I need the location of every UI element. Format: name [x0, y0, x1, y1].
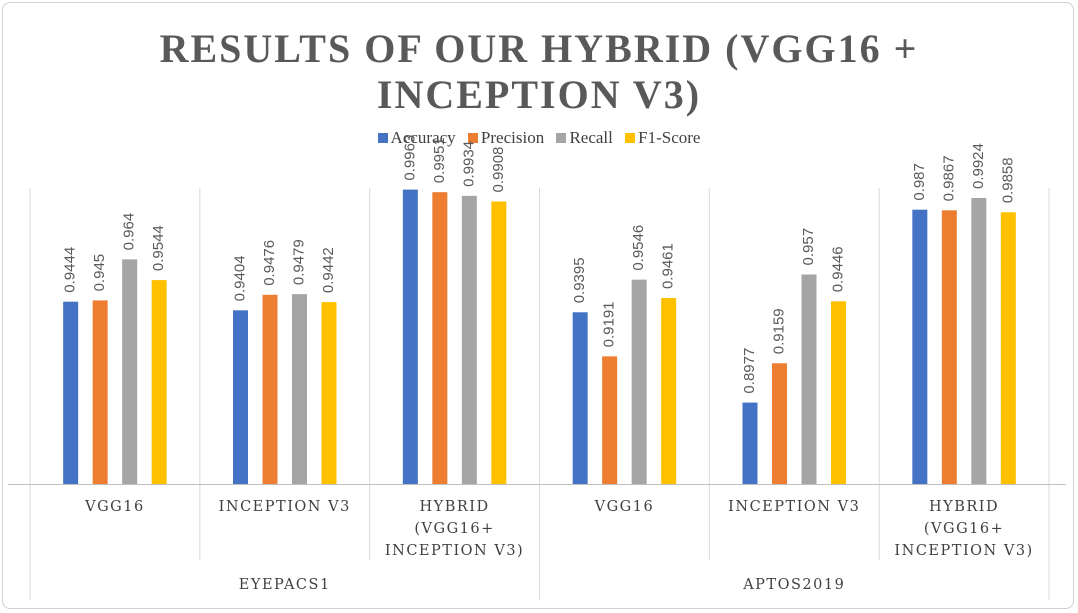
data-label: 0.9924 [970, 143, 987, 189]
data-label: 0.9544 [150, 225, 167, 271]
x-tick-label: VGG16 [594, 499, 655, 515]
legend-label-f1-score: F1-Score [638, 128, 701, 147]
data-label: 0.9479 [291, 239, 308, 285]
x-tick-label: HYBRID [420, 499, 490, 515]
bar-recall [971, 198, 987, 485]
data-label: 0.9908 [490, 147, 507, 193]
data-label: 0.9858 [999, 157, 1016, 203]
x-tick-label: INCEPTION V3 [728, 499, 860, 515]
data-label: 0.957 [800, 228, 817, 266]
legend-label-precision: Precision [480, 128, 545, 147]
data-label: 0.9476 [261, 240, 278, 286]
x-tick-label: INCEPTION V3 [219, 499, 351, 515]
data-label: 0.9404 [232, 255, 249, 301]
data-label: 0.9191 [601, 301, 618, 347]
data-label: 0.9159 [771, 308, 788, 354]
bar-accuracy [742, 402, 758, 484]
bar-recall [631, 279, 647, 484]
x-tick-label: (VGG16+ [414, 521, 494, 537]
data-label: 0.9442 [320, 247, 337, 293]
legend-swatch-f1-score [625, 133, 636, 143]
bar-precision [602, 356, 618, 484]
chart-title-line-2: INCEPTION V3) [376, 72, 702, 117]
x-tick-label: INCEPTION V3) [385, 543, 524, 559]
legend-label-accuracy: Accuracy [390, 128, 456, 147]
bar-recall [292, 294, 307, 484]
bar-precision [432, 192, 448, 484]
group-label: EYEPACS1 [239, 577, 331, 593]
data-label: 0.9963 [401, 135, 418, 181]
data-label: 0.9546 [630, 225, 647, 271]
bar-accuracy [912, 209, 928, 484]
data-label: 0.9444 [62, 247, 79, 293]
data-label: 0.9867 [940, 155, 957, 201]
legend-swatch-recall [556, 133, 567, 143]
legend-item-accuracy: Accuracy [377, 128, 456, 148]
group-label: APTOS2019 [742, 577, 845, 593]
bar-accuracy [402, 189, 418, 485]
bar-accuracy [572, 312, 588, 484]
bar-precision [92, 300, 108, 484]
bar-f1-score [1000, 212, 1016, 484]
legend-item-precision: Precision [467, 128, 545, 148]
data-label: 0.987 [911, 163, 928, 201]
data-label: 0.9951 [431, 137, 448, 183]
x-tick-label: VGG16 [84, 499, 145, 515]
data-label: 0.8977 [741, 348, 758, 394]
bar-f1-score [831, 301, 846, 484]
bar-recall [461, 195, 477, 484]
bar-f1-score [491, 201, 507, 485]
data-label: 0.945 [91, 254, 108, 292]
data-label: 0.9395 [571, 257, 588, 303]
bar-accuracy [233, 310, 248, 484]
data-label: 0.9461 [660, 243, 677, 289]
bar-precision [941, 210, 957, 484]
bar-f1-score [661, 298, 677, 484]
bar-f1-score [151, 280, 167, 484]
data-label: 0.9934 [460, 141, 477, 187]
bar-accuracy [63, 301, 79, 484]
legend: Accuracy Precision Recall F1-Score [0, 128, 1078, 148]
legend-item-recall: Recall [556, 128, 613, 148]
bar-precision [772, 363, 787, 484]
legend-swatch-accuracy [377, 133, 388, 143]
data-label: 0.9446 [830, 246, 847, 292]
chart-title-line-1: RESULTS OF OUR HYBRID (VGG16 + [159, 26, 919, 71]
bar-f1-score [321, 302, 337, 484]
legend-item-f1-score: F1-Score [625, 128, 700, 148]
x-tick-label: HYBRID [929, 499, 999, 515]
x-tick-label: (VGG16+ [924, 521, 1004, 537]
bar-precision [262, 294, 278, 484]
bar-recall [801, 274, 817, 484]
legend-swatch-precision [467, 133, 478, 143]
x-tick-label: INCEPTION V3) [894, 543, 1033, 559]
chart-title: RESULTS OF OUR HYBRID (VGG16 + INCEPTION… [0, 26, 1078, 118]
legend-label-recall: Recall [569, 128, 613, 147]
bar-recall [122, 259, 138, 484]
data-label: 0.964 [121, 213, 138, 251]
